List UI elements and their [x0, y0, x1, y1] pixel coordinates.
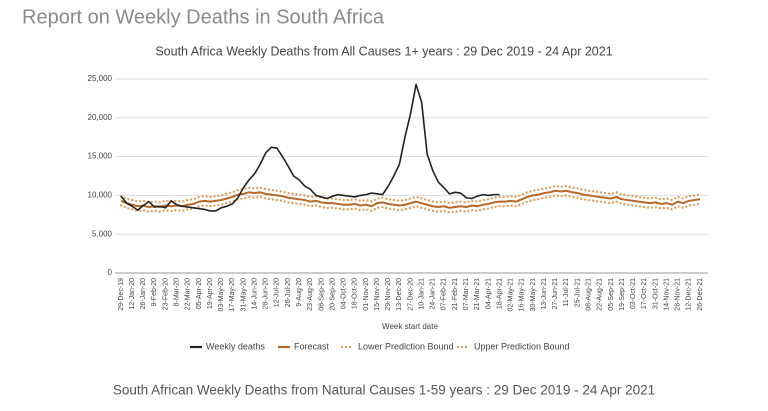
series-line: [120, 189, 701, 209]
x-tick-label: 19-Sep-21: [619, 278, 626, 311]
x-tick-label: 12-Jan-20: [129, 278, 136, 310]
x-tick-label: 25-Jul-21: [574, 278, 581, 307]
x-tick-label: 07-Mar-21: [463, 278, 470, 310]
x-tick-label: 26-Jul-20: [285, 278, 292, 307]
x-tick-label: 31-May-20: [240, 278, 247, 312]
x-tick-label: 18-Apr-21: [496, 278, 503, 309]
x-tick-label: 11-Jul-21: [563, 278, 570, 307]
legend-label: Lower Prediction Bound: [358, 341, 454, 351]
x-tick-label: 02-May-21: [508, 278, 515, 312]
x-tick-label: 29-Nov-20: [385, 278, 392, 311]
page-title: Report on Weekly Deaths in South Africa: [22, 6, 385, 28]
series-line: [119, 194, 702, 214]
x-tick-label: 27-Dec-20: [407, 278, 414, 311]
x-tick-label: 19-Apr-20: [207, 278, 214, 309]
x-tick-label: 28-Nov-21: [675, 278, 682, 311]
x-tick-label: 04-Oct-20: [341, 278, 348, 309]
x-tick-label: 9-Aug-20: [296, 278, 303, 307]
x-tick-label: 20-Sep-20: [329, 278, 336, 311]
x-tick-label: 07-Feb-21: [441, 278, 448, 310]
x-tick-label: 05-Sep-21: [608, 278, 615, 311]
x-tick-label: 15-Nov-20: [374, 278, 381, 311]
x-tick-label: 08-Aug-21: [585, 278, 592, 311]
x-tick-label: 9-Feb-20: [151, 278, 158, 307]
x-tick-label: 8-Mar-20: [174, 278, 181, 307]
x-tick-label: 03-May-20: [218, 278, 225, 312]
x-tick-label: 21-Mar-21: [474, 278, 481, 310]
x-tick-label: 24-Jan-21: [430, 278, 437, 310]
x-tick-label: 01-Nov-20: [363, 278, 370, 311]
x-tick-label: 10-Jan-21: [418, 278, 425, 310]
y-tick-label: 15,000: [88, 152, 113, 161]
legend-label: Forecast: [294, 341, 330, 351]
x-tick-label: 27-Jun-21: [552, 278, 559, 310]
y-tick-label: 10,000: [88, 191, 113, 200]
x-axis-label: Week start date: [382, 322, 438, 331]
y-tick-label: 5,000: [92, 229, 113, 238]
x-tick-label: 22-Aug-21: [597, 278, 604, 311]
x-tick-label: 22-Mar-20: [185, 278, 192, 310]
x-tick-label: 29-Dec-19: [118, 278, 125, 311]
x-tick-label: 16-May-21: [519, 278, 526, 312]
legend-label: Upper Prediction Bound: [474, 341, 570, 351]
chart-title: South Africa Weekly Deaths from All Caus…: [155, 44, 612, 58]
x-tick-label: 14-Jun-20: [251, 278, 258, 310]
x-tick-label: 30-May-21: [530, 278, 537, 312]
x-tick-label: 28-Jun-20: [263, 278, 270, 310]
series-line: [120, 83, 500, 212]
x-tick-label: 12-Jul-20: [274, 278, 281, 307]
x-tick-label: 13-Dec-20: [396, 278, 403, 311]
x-tick-label: 12-Dec-21: [686, 278, 693, 311]
x-tick-label: 03-Oct-21: [630, 278, 637, 309]
x-tick-label: 04-Apr-21: [485, 278, 492, 309]
x-tick-label: 18-Oct-20: [352, 278, 359, 309]
x-tick-label: 31-Oct-21: [652, 278, 659, 309]
x-tick-label: 23-Aug-20: [307, 278, 314, 311]
x-tick-label: 14-Nov-21: [663, 278, 670, 311]
y-tick-label: 20,000: [88, 113, 113, 122]
y-tick-label: 25,000: [88, 74, 113, 83]
x-tick-label: 23-Feb-20: [162, 278, 169, 310]
next-chart-title: South African Weekly Deaths from Natural…: [113, 383, 655, 398]
x-tick-label: 26-Dec-21: [697, 278, 704, 311]
series-line: [119, 184, 702, 205]
x-tick-label: 26-Jan-20: [140, 278, 147, 310]
x-tick-label: 17-Oct-21: [641, 278, 648, 309]
x-tick-label: 05-Apr-20: [196, 278, 203, 309]
legend-label: Weekly deaths: [206, 341, 265, 351]
x-tick-label: 21-Feb-21: [452, 278, 459, 310]
x-tick-label: 06-Sep-20: [318, 278, 325, 311]
y-tick-label: 0: [108, 268, 113, 277]
x-tick-label: 13-Jun-21: [541, 278, 548, 310]
x-tick-label: 17-May-20: [229, 278, 236, 312]
